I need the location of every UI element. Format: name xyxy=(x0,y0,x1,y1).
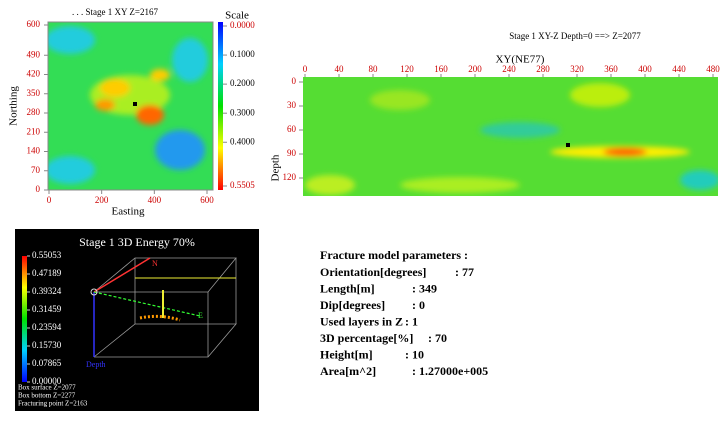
param-value: : 1.27000e+005 xyxy=(412,364,488,378)
x-tick-label: 320 xyxy=(570,64,584,74)
x-tick-label: 0 xyxy=(303,64,308,74)
param-label: Dip[degrees] xyxy=(320,298,385,312)
param-label: Length[m] xyxy=(320,281,375,295)
param-value: : 77 xyxy=(455,265,474,279)
axis-label: E xyxy=(198,311,203,320)
colorbar-label: 0.55053 xyxy=(32,250,62,260)
xz-title: Stage 1 XY-Z Depth=0 ==> Z=2077 xyxy=(509,31,641,41)
x-tick-label: 400 xyxy=(148,195,162,205)
param-label: Used layers in Z xyxy=(320,314,403,328)
param-value: : 1 xyxy=(405,314,418,328)
x-tick-label: 440 xyxy=(672,64,686,74)
x-tick-label: 480 xyxy=(706,64,720,74)
colorbar-label: 0.00000 xyxy=(32,376,62,386)
param-label: Height[m] xyxy=(320,347,373,361)
y-tick-label: 70 xyxy=(31,165,41,175)
note: Box surface Z=2077 xyxy=(18,384,76,392)
x-tick-label: 120 xyxy=(400,64,414,74)
axis-label: N xyxy=(152,259,158,268)
axis-label: Depth xyxy=(86,360,106,369)
colorbar-label: 0.5505 xyxy=(230,180,255,190)
colorbar-label: 0.0000 xyxy=(230,20,255,30)
param-value: : 10 xyxy=(405,347,424,361)
xy-title: . . . Stage 1 XY Z=2167 xyxy=(72,7,158,17)
colorbar-label: 0.3000 xyxy=(230,107,255,117)
y-label: Northing xyxy=(8,86,20,126)
y-tick-label: 600 xyxy=(27,19,41,29)
colorbar-label: 0.47189 xyxy=(32,268,62,278)
note: Box bottom Z=2277 xyxy=(18,392,76,400)
param-label: Orientation[degrees] xyxy=(320,265,426,279)
y-tick-label: 490 xyxy=(27,49,41,59)
y-label: Depth xyxy=(270,154,282,181)
note: Fracturing point Z=2163 xyxy=(18,400,88,408)
y-tick-label: 0 xyxy=(292,76,297,86)
colorbar-label: 0.4000 xyxy=(230,136,255,146)
3d-title: Stage 1 3D Energy 70% xyxy=(79,235,195,249)
param-value: : 70 xyxy=(428,331,447,345)
colorbar-label: 0.2000 xyxy=(230,78,255,88)
xy-heatmap xyxy=(48,22,213,190)
x-tick-label: 200 xyxy=(468,64,482,74)
param-label: Area[m^2] xyxy=(320,364,376,378)
colorbar-label: 0.15730 xyxy=(32,340,62,350)
y-tick-label: 30 xyxy=(287,100,297,110)
x-tick-label: 240 xyxy=(502,64,516,74)
x-tick-label: 0 xyxy=(47,195,52,205)
x-tick-label: 600 xyxy=(200,195,214,205)
colorbar-label: 0.23594 xyxy=(32,322,62,332)
x-tick-label: 80 xyxy=(369,64,379,74)
params-heading: Fracture model parameters : xyxy=(320,248,468,262)
y-tick-label: 350 xyxy=(27,88,41,98)
y-tick-label: 140 xyxy=(27,146,41,156)
y-tick-label: 0 xyxy=(36,184,41,194)
xz-heatmap xyxy=(303,77,718,196)
y-tick-label: 60 xyxy=(287,124,297,134)
colorbar-label: 0.1000 xyxy=(230,49,255,59)
y-tick-label: 90 xyxy=(287,148,297,158)
param-value: : 349 xyxy=(412,281,437,295)
param-label: 3D percentage[%] xyxy=(320,331,413,345)
x-tick-label: 400 xyxy=(638,64,652,74)
x-tick-label: 160 xyxy=(434,64,448,74)
colorbar-title: Scale xyxy=(225,10,249,22)
y-tick-label: 210 xyxy=(27,126,41,136)
colorbar-label: 0.39324 xyxy=(32,286,62,296)
x-tick-label: 200 xyxy=(95,195,109,205)
3d-view xyxy=(15,229,259,411)
y-tick-label: 120 xyxy=(283,172,297,182)
x-tick-label: 360 xyxy=(604,64,618,74)
y-tick-label: 420 xyxy=(27,69,41,79)
x-label: XY(NE77) xyxy=(496,54,545,66)
y-tick-label: 280 xyxy=(27,107,41,117)
x-tick-label: 280 xyxy=(536,64,550,74)
colorbar-label: 0.07865 xyxy=(32,358,62,368)
x-tick-label: 40 xyxy=(335,64,345,74)
x-label: Easting xyxy=(112,206,145,218)
param-value: : 0 xyxy=(412,298,425,312)
colorbar-label: 0.31459 xyxy=(32,304,62,314)
